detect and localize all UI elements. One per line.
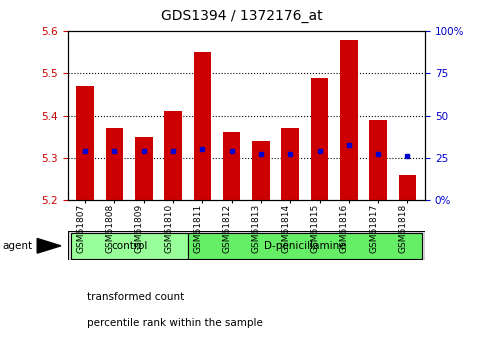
Bar xyxy=(194,52,211,200)
Bar xyxy=(369,120,387,200)
FancyBboxPatch shape xyxy=(188,233,422,259)
FancyBboxPatch shape xyxy=(71,233,188,259)
Text: D-penicillamine: D-penicillamine xyxy=(264,241,346,251)
Text: GSM61810: GSM61810 xyxy=(164,204,173,253)
Bar xyxy=(311,78,328,200)
Text: GSM61816: GSM61816 xyxy=(340,204,349,253)
Text: GSM61815: GSM61815 xyxy=(311,204,320,253)
Text: percentile rank within the sample: percentile rank within the sample xyxy=(87,318,263,327)
Text: GSM61807: GSM61807 xyxy=(76,204,85,253)
Text: transformed count: transformed count xyxy=(87,292,184,302)
Text: GSM61813: GSM61813 xyxy=(252,204,261,253)
Bar xyxy=(223,132,241,200)
Bar xyxy=(135,137,153,200)
Bar xyxy=(340,40,357,200)
Text: GSM61817: GSM61817 xyxy=(369,204,378,253)
Text: GSM61811: GSM61811 xyxy=(193,204,202,253)
Bar xyxy=(252,141,270,200)
Text: GDS1394 / 1372176_at: GDS1394 / 1372176_at xyxy=(161,9,322,23)
Text: GSM61808: GSM61808 xyxy=(105,204,114,253)
Bar xyxy=(164,111,182,200)
Bar xyxy=(76,86,94,200)
FancyBboxPatch shape xyxy=(68,231,425,260)
Polygon shape xyxy=(37,238,61,253)
Bar xyxy=(282,128,299,200)
Text: agent: agent xyxy=(2,241,32,251)
Bar xyxy=(398,175,416,200)
Text: GSM61818: GSM61818 xyxy=(398,204,408,253)
Text: GSM61812: GSM61812 xyxy=(223,204,232,253)
Bar xyxy=(106,128,123,200)
Text: control: control xyxy=(111,241,147,251)
Text: GSM61814: GSM61814 xyxy=(281,204,290,253)
Text: GSM61809: GSM61809 xyxy=(135,204,144,253)
